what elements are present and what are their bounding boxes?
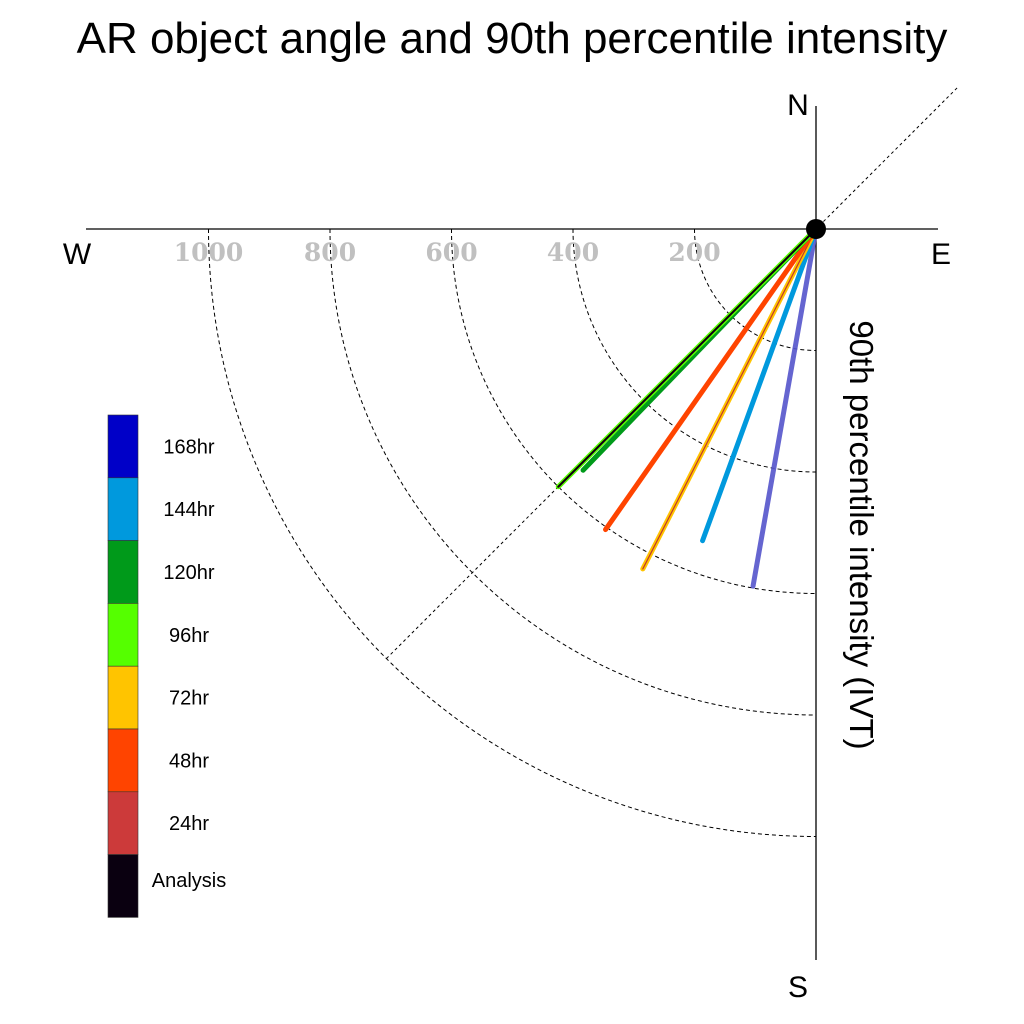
- vector-168hr: [750, 226, 819, 589]
- axis-label: 90th percentile intensity (IVT): [843, 320, 880, 749]
- legend-label: 96hr: [169, 625, 209, 647]
- legend-label: Analysis: [152, 870, 226, 892]
- legend-swatch: [107, 603, 139, 667]
- chart-axes: N S E W: [63, 89, 951, 1004]
- vector-144hr: [700, 226, 819, 544]
- data-vectors: [555, 219, 826, 589]
- legend-label: 144hr: [163, 499, 214, 521]
- legend-label: 72hr: [169, 688, 209, 710]
- grid-circle: [694, 228, 817, 351]
- grid-circle: [451, 228, 817, 594]
- compass-north: N: [787, 89, 809, 122]
- radial-tick-label: 1000: [174, 238, 244, 267]
- radial-tick-label: 600: [425, 238, 477, 267]
- compass-west: W: [63, 238, 92, 271]
- legend-swatch: [107, 728, 139, 793]
- vector-48hr: [603, 226, 819, 533]
- radial-tick-label: 200: [668, 238, 720, 267]
- legend-swatch: [107, 665, 139, 730]
- legend-label: 24hr: [169, 813, 209, 835]
- radial-ticks: 200 400 600 800 1000: [174, 238, 721, 267]
- legend-label: 168hr: [163, 436, 214, 458]
- legend: 168hr 144hr 120hr 96hr 72hr 48hr 24hr Analysis: [107, 414, 226, 918]
- legend-label: 48hr: [169, 750, 209, 772]
- vector-72hr-inner: [642, 228, 817, 570]
- chart-title: AR object angle and 90th percentile inte…: [76, 14, 948, 63]
- vector-analysis: [557, 228, 817, 488]
- legend-swatch: [107, 791, 139, 855]
- compass-south: S: [788, 971, 808, 1004]
- legend-swatch: [107, 414, 139, 479]
- legend-label: 120hr: [163, 562, 214, 584]
- compass-east: E: [931, 238, 951, 271]
- legend-swatch: [107, 854, 139, 918]
- radial-tick-label: 400: [547, 238, 599, 267]
- legend-swatch: [107, 477, 139, 541]
- legend-swatch: [107, 540, 139, 604]
- radial-tick-label: 800: [304, 238, 356, 267]
- origin-dot: [806, 219, 826, 239]
